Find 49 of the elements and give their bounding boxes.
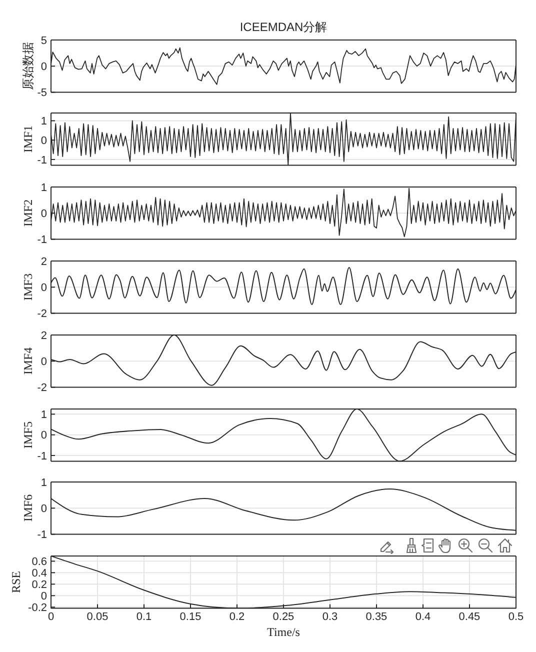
y-tick-label: 1 [40,408,48,421]
x-tick-label: 0.25 [272,611,294,624]
y-tick-label: 0 [40,135,48,148]
y-tick-label: -1 [37,450,48,462]
y-axis-title: IMF6 [20,494,35,522]
y-tick-label: 1 [40,477,48,490]
y-tick-label: 2 [40,256,48,268]
x-tick-label: 0.05 [86,611,108,624]
y-tick-label: 5 [40,34,48,46]
x-tick-label: 0.15 [180,611,202,624]
x-tick-label: 0.35 [366,611,388,624]
y-axis-title: IMF5 [20,420,35,448]
y-axis-title: IMF2 [20,200,35,227]
y-tick-label: -5 [37,86,48,99]
y-tick-label: -1 [37,154,48,167]
x-tick-label: 0.4 [415,611,431,624]
x-tick-label: 0.1 [136,611,152,624]
y-tick-label: 0 [40,503,48,516]
y-tick-label: -1 [37,234,48,246]
x-tick-label: 0.45 [458,611,480,624]
y-tick-label: 1 [40,182,48,194]
x-tick-label: 0.2 [229,611,245,624]
y-axis-title: IMF1 [20,126,35,154]
line-series [51,408,516,461]
y-tick-label: -1 [37,530,48,542]
y-tick-label: 0.4 [32,568,48,580]
y-tick-label: 0 [40,60,48,73]
y-axis-title: IMF4 [20,347,35,374]
y-tick-label: 2 [40,330,48,342]
y-tick-label: -2 [37,308,48,320]
y-tick-label: 0 [40,590,48,603]
y-tick-label: 1 [40,116,48,128]
y-axis-title: IMF3 [20,273,35,301]
y-tick-label: 0 [40,282,48,294]
x-axis-title: Time/s [267,625,300,640]
y-tick-label: 0 [40,208,48,220]
chart-title: ICEEMDAN分解 [238,20,328,34]
line-series [51,113,516,166]
y-axis-title: RSE [8,571,23,594]
x-tick-label: 0.5 [508,611,524,624]
y-axis-title: 原始数据 [20,42,35,90]
line-series [51,188,516,238]
y-tick-label: -0.2 [28,602,48,614]
y-tick-label: 0.6 [32,556,48,568]
y-tick-label: 0 [40,356,48,368]
y-tick-label: -2 [37,382,48,394]
x-tick-label: 0.3 [322,611,338,624]
y-tick-label: 0.2 [32,579,48,592]
y-tick-label: 0 [40,429,48,442]
